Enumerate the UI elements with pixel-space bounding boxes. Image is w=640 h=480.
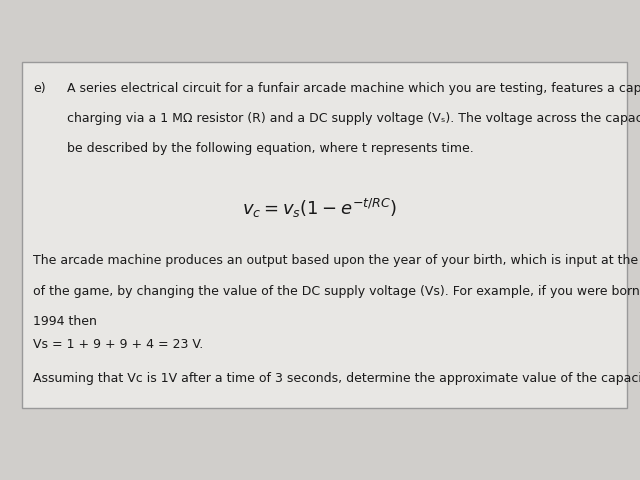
Text: charging via a 1 MΩ resistor (R) and a DC supply voltage (Vₛ). The voltage acros: charging via a 1 MΩ resistor (R) and a D…: [67, 112, 640, 125]
Text: A series electrical circuit for a funfair arcade machine which you are testing, : A series electrical circuit for a funfai…: [67, 82, 640, 95]
Text: The arcade machine produces an output based upon the year of your birth, which i: The arcade machine produces an output ba…: [33, 254, 640, 267]
Text: of the game, by changing the value of the DC supply voltage (Vs). For example, i: of the game, by changing the value of th…: [33, 285, 640, 298]
Text: Vs = 1 + 9 + 9 + 4 = 23 V.: Vs = 1 + 9 + 9 + 4 = 23 V.: [33, 338, 204, 351]
Text: Assuming that Vc is 1V after a time of 3 seconds, determine the approximate valu: Assuming that Vc is 1V after a time of 3…: [33, 372, 640, 385]
Text: be described by the following equation, where t represents time.: be described by the following equation, …: [67, 142, 474, 155]
Text: 1994 then: 1994 then: [33, 315, 97, 328]
Text: $v_c = v_s\left(1 - e^{-t/RC}\right)$: $v_c = v_s\left(1 - e^{-t/RC}\right)$: [243, 197, 397, 220]
Text: e): e): [33, 82, 46, 95]
